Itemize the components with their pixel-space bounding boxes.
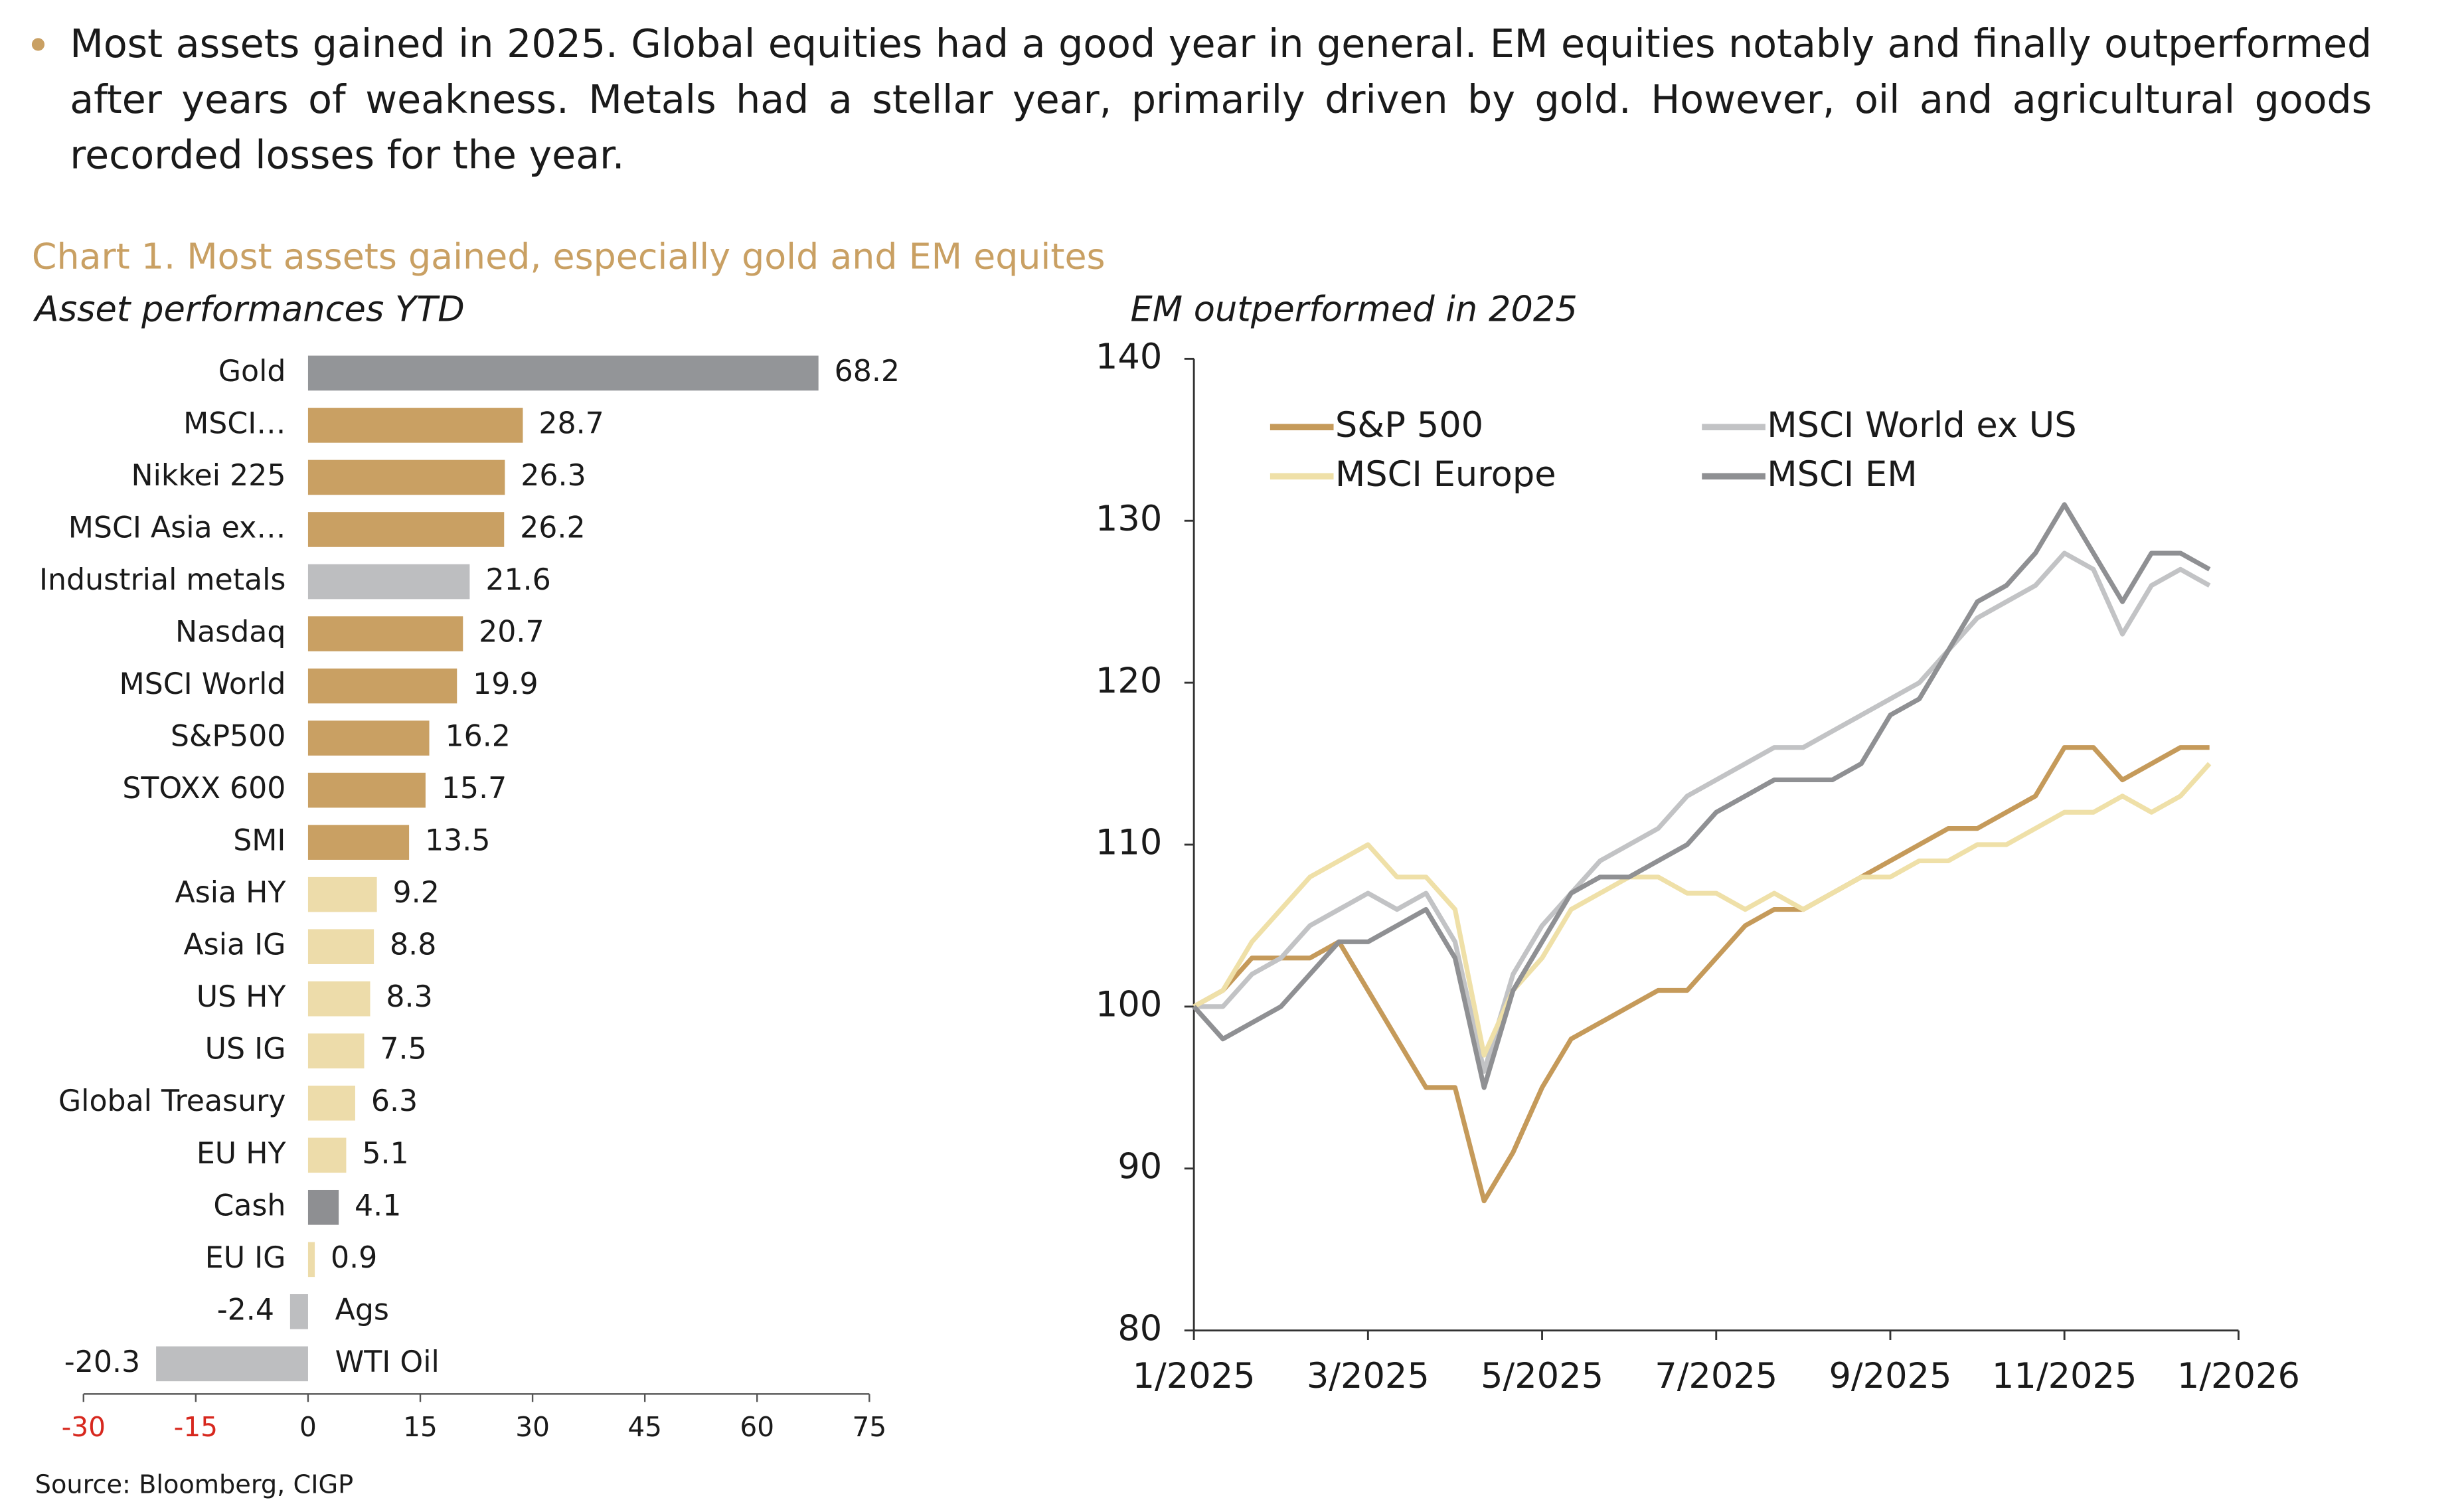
x-tick-label: 9/2025 bbox=[1829, 1356, 1951, 1396]
bar bbox=[307, 877, 377, 912]
legend-label: S&P 500 bbox=[1335, 405, 1483, 446]
value-label: 28.7 bbox=[538, 406, 604, 440]
series-line bbox=[1192, 502, 2211, 1090]
x-tick-label: 3/2025 bbox=[1307, 1356, 1430, 1396]
value-label: 8.3 bbox=[386, 980, 432, 1014]
category-label: Gold bbox=[218, 355, 286, 388]
bar bbox=[307, 668, 457, 704]
bar bbox=[289, 1294, 308, 1329]
x-tick-label: 11/2025 bbox=[1992, 1356, 2137, 1396]
category-label: MSCI Asia ex… bbox=[68, 511, 286, 544]
bar bbox=[307, 408, 523, 443]
value-label: 8.8 bbox=[390, 928, 436, 962]
value-label: 26.2 bbox=[520, 511, 585, 544]
x-tick-label: 60 bbox=[740, 1411, 774, 1443]
x-tick-label: -15 bbox=[174, 1411, 218, 1443]
bar bbox=[307, 512, 505, 547]
bar bbox=[307, 355, 819, 391]
value-label: 7.5 bbox=[380, 1033, 426, 1066]
category-label: EU HY bbox=[197, 1137, 287, 1171]
line-chart-title: EM outperformed in 2025 bbox=[1130, 289, 1577, 329]
y-tick-label: 110 bbox=[1096, 823, 1162, 863]
bar bbox=[307, 564, 470, 600]
y-tick-label: 130 bbox=[1096, 499, 1162, 539]
bar bbox=[156, 1346, 308, 1382]
value-label: 5.1 bbox=[362, 1137, 408, 1171]
value-label: 20.7 bbox=[479, 616, 544, 649]
x-tick-label: 1/2025 bbox=[1133, 1356, 1256, 1396]
value-label: 16.2 bbox=[445, 720, 510, 754]
category-label: Nasdaq bbox=[175, 616, 286, 649]
bar bbox=[307, 772, 426, 808]
bar bbox=[307, 1242, 315, 1278]
y-tick-label: 80 bbox=[1117, 1308, 1162, 1349]
category-label: Asia IG bbox=[183, 928, 286, 962]
category-label: MSCI World bbox=[120, 667, 286, 701]
category-label: US IG bbox=[205, 1033, 286, 1066]
bar bbox=[307, 616, 463, 651]
category-label: Industrial metals bbox=[39, 563, 286, 597]
x-tick-label: 1/2026 bbox=[2177, 1356, 2300, 1396]
x-tick-label: 5/2025 bbox=[1481, 1356, 1603, 1396]
y-tick-label: 100 bbox=[1096, 985, 1162, 1025]
paragraph-box: Most assets gained in 2025. Global equit… bbox=[70, 21, 2372, 178]
bar-chart-title: Asset performances YTD bbox=[33, 289, 465, 329]
bar bbox=[307, 460, 505, 495]
series-line bbox=[1194, 550, 2211, 1074]
category-label: Asia HY bbox=[175, 876, 286, 910]
category-label: S&P500 bbox=[171, 720, 286, 754]
category-label: US HY bbox=[197, 980, 287, 1014]
y-tick-label: 140 bbox=[1096, 337, 1162, 377]
category-label: Ags bbox=[335, 1293, 389, 1327]
bar bbox=[307, 981, 370, 1017]
y-tick-label: 120 bbox=[1096, 661, 1162, 701]
bar bbox=[307, 1033, 365, 1069]
category-label: STOXX 600 bbox=[122, 772, 286, 805]
x-tick-label: -30 bbox=[62, 1411, 106, 1443]
source: Source: Bloomberg, CIGP bbox=[35, 1469, 354, 1499]
value-label: -2.4 bbox=[217, 1293, 274, 1327]
category-label: SMI bbox=[233, 824, 286, 858]
x-tick-label: 45 bbox=[627, 1411, 662, 1443]
series-line bbox=[1192, 745, 2210, 1204]
legend-label: MSCI World ex US bbox=[1767, 405, 2076, 446]
x-tick-label: 7/2025 bbox=[1655, 1356, 1777, 1396]
value-label: -20.3 bbox=[64, 1345, 140, 1379]
category-label: EU IG bbox=[205, 1241, 286, 1275]
x-tick-label: 15 bbox=[403, 1411, 438, 1443]
legend-label: MSCI Europe bbox=[1335, 454, 1556, 495]
bar bbox=[307, 1189, 339, 1225]
bar bbox=[307, 929, 374, 964]
chart-heading: Chart 1. Most assets gained, especially … bbox=[32, 235, 1106, 277]
value-label: 15.7 bbox=[442, 772, 507, 805]
bar bbox=[307, 1085, 355, 1121]
category-label: Nikkei 225 bbox=[131, 459, 286, 493]
bar bbox=[307, 720, 430, 756]
value-label: 68.2 bbox=[835, 355, 900, 388]
value-label: 6.3 bbox=[371, 1084, 418, 1118]
value-label: 26.3 bbox=[521, 459, 586, 493]
value-label: 19.9 bbox=[473, 667, 538, 701]
bar bbox=[307, 1137, 347, 1173]
x-tick-label: 75 bbox=[852, 1411, 886, 1443]
category-label: Global Treasury bbox=[58, 1084, 286, 1118]
value-label: 0.9 bbox=[331, 1241, 377, 1275]
value-label: 4.1 bbox=[355, 1189, 401, 1222]
value-label: 9.2 bbox=[393, 876, 440, 910]
series-line bbox=[1192, 762, 2212, 1058]
bullet bbox=[31, 38, 45, 51]
x-tick-label: 0 bbox=[299, 1411, 317, 1443]
category-label: WTI Oil bbox=[335, 1345, 440, 1379]
category-label: MSCI… bbox=[183, 406, 286, 440]
x-tick-label: 30 bbox=[515, 1411, 550, 1443]
y-tick-label: 90 bbox=[1117, 1146, 1162, 1187]
value-label: 13.5 bbox=[425, 824, 490, 858]
bar bbox=[307, 825, 410, 860]
value-label: 21.6 bbox=[485, 563, 550, 597]
paragraph: Most assets gained in 2025. Global equit… bbox=[70, 21, 2372, 178]
category-label: Cash bbox=[213, 1189, 286, 1222]
legend-label: MSCI EM bbox=[1767, 454, 1917, 495]
